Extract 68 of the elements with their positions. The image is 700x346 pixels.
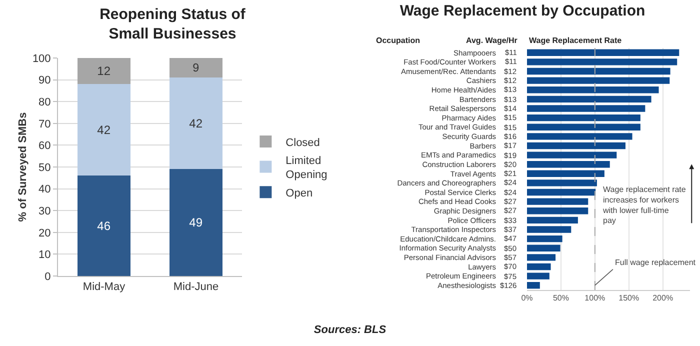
data-label: 46 — [97, 218, 111, 233]
bar — [527, 188, 596, 196]
source-note: Sources: BLS — [312, 323, 388, 338]
y-tick-label: 10 — [38, 249, 51, 262]
annotation: Wage replacement rate increases for workers with lower full-time pay — [602, 185, 686, 226]
bar — [527, 68, 670, 75]
bar — [527, 152, 617, 158]
bar — [527, 198, 588, 205]
y-tick-label: 50 — [38, 162, 51, 174]
data-label: 49 — [189, 216, 203, 230]
ref-line-label: Full wage replacement — [615, 258, 696, 267]
y-tick-label: 30 — [38, 205, 51, 218]
x-tick-label: 50% — [552, 294, 569, 303]
legend-label: Open — [286, 187, 313, 200]
bar — [527, 77, 670, 84]
x-tick-label: 150% — [618, 294, 640, 303]
chart-title: Reopening Status of Small Businesses — [100, 6, 246, 43]
bar — [77, 84, 131, 176]
data-label: 42 — [97, 122, 111, 137]
bar — [527, 170, 604, 177]
x-tick-label: 200% — [652, 294, 674, 303]
bar — [527, 161, 610, 168]
y-tick-label: 20 — [38, 227, 51, 240]
legend-label: Closed — [286, 136, 320, 149]
text: Occupation — [376, 36, 420, 45]
bar — [169, 169, 223, 276]
bar — [527, 254, 556, 261]
y-tick-label: 60 — [38, 140, 51, 152]
y-tick-label: 90 — [38, 74, 51, 87]
bar — [527, 235, 562, 242]
chart-title: Wage Replacement by Occupation — [400, 2, 646, 20]
bar — [527, 58, 678, 66]
bar — [527, 208, 588, 214]
bar — [527, 226, 572, 233]
bar — [77, 58, 131, 84]
x-tick-label: 0% — [521, 294, 533, 303]
x-tick-label: Mid-May — [82, 281, 126, 294]
text: Avg. Wage/Hr — [466, 36, 518, 45]
bar — [527, 282, 540, 289]
bar — [527, 216, 578, 224]
x-tick-label: Mid-June — [173, 281, 219, 294]
data-label: 42 — [189, 116, 203, 130]
y-tick-label: 70 — [38, 118, 51, 130]
data-label: 9 — [192, 62, 200, 75]
bar — [527, 86, 659, 94]
y-axis-title: % of Surveyed SMBs — [17, 112, 29, 222]
bar — [527, 96, 652, 103]
bar — [527, 142, 626, 150]
text: Wage Replacement Rate — [529, 36, 622, 45]
y-tick-label: 40 — [38, 184, 51, 196]
bar — [169, 58, 223, 78]
bar — [527, 105, 646, 112]
y-tick-label: 100 — [32, 52, 51, 65]
y-tick-label: 0 — [44, 270, 51, 283]
legend-label: Limited Opening — [286, 154, 328, 182]
bar — [527, 114, 640, 122]
y-tick-label: 80 — [38, 96, 51, 108]
data-label: 12 — [97, 64, 111, 78]
bar — [527, 124, 640, 130]
bar — [527, 272, 550, 280]
bar — [169, 78, 223, 170]
bar — [527, 180, 597, 186]
bar — [527, 263, 551, 270]
bar — [77, 176, 131, 276]
x-tick-label: 100% — [584, 294, 606, 303]
bar — [527, 133, 632, 140]
bar — [527, 49, 680, 56]
bar — [527, 244, 560, 252]
